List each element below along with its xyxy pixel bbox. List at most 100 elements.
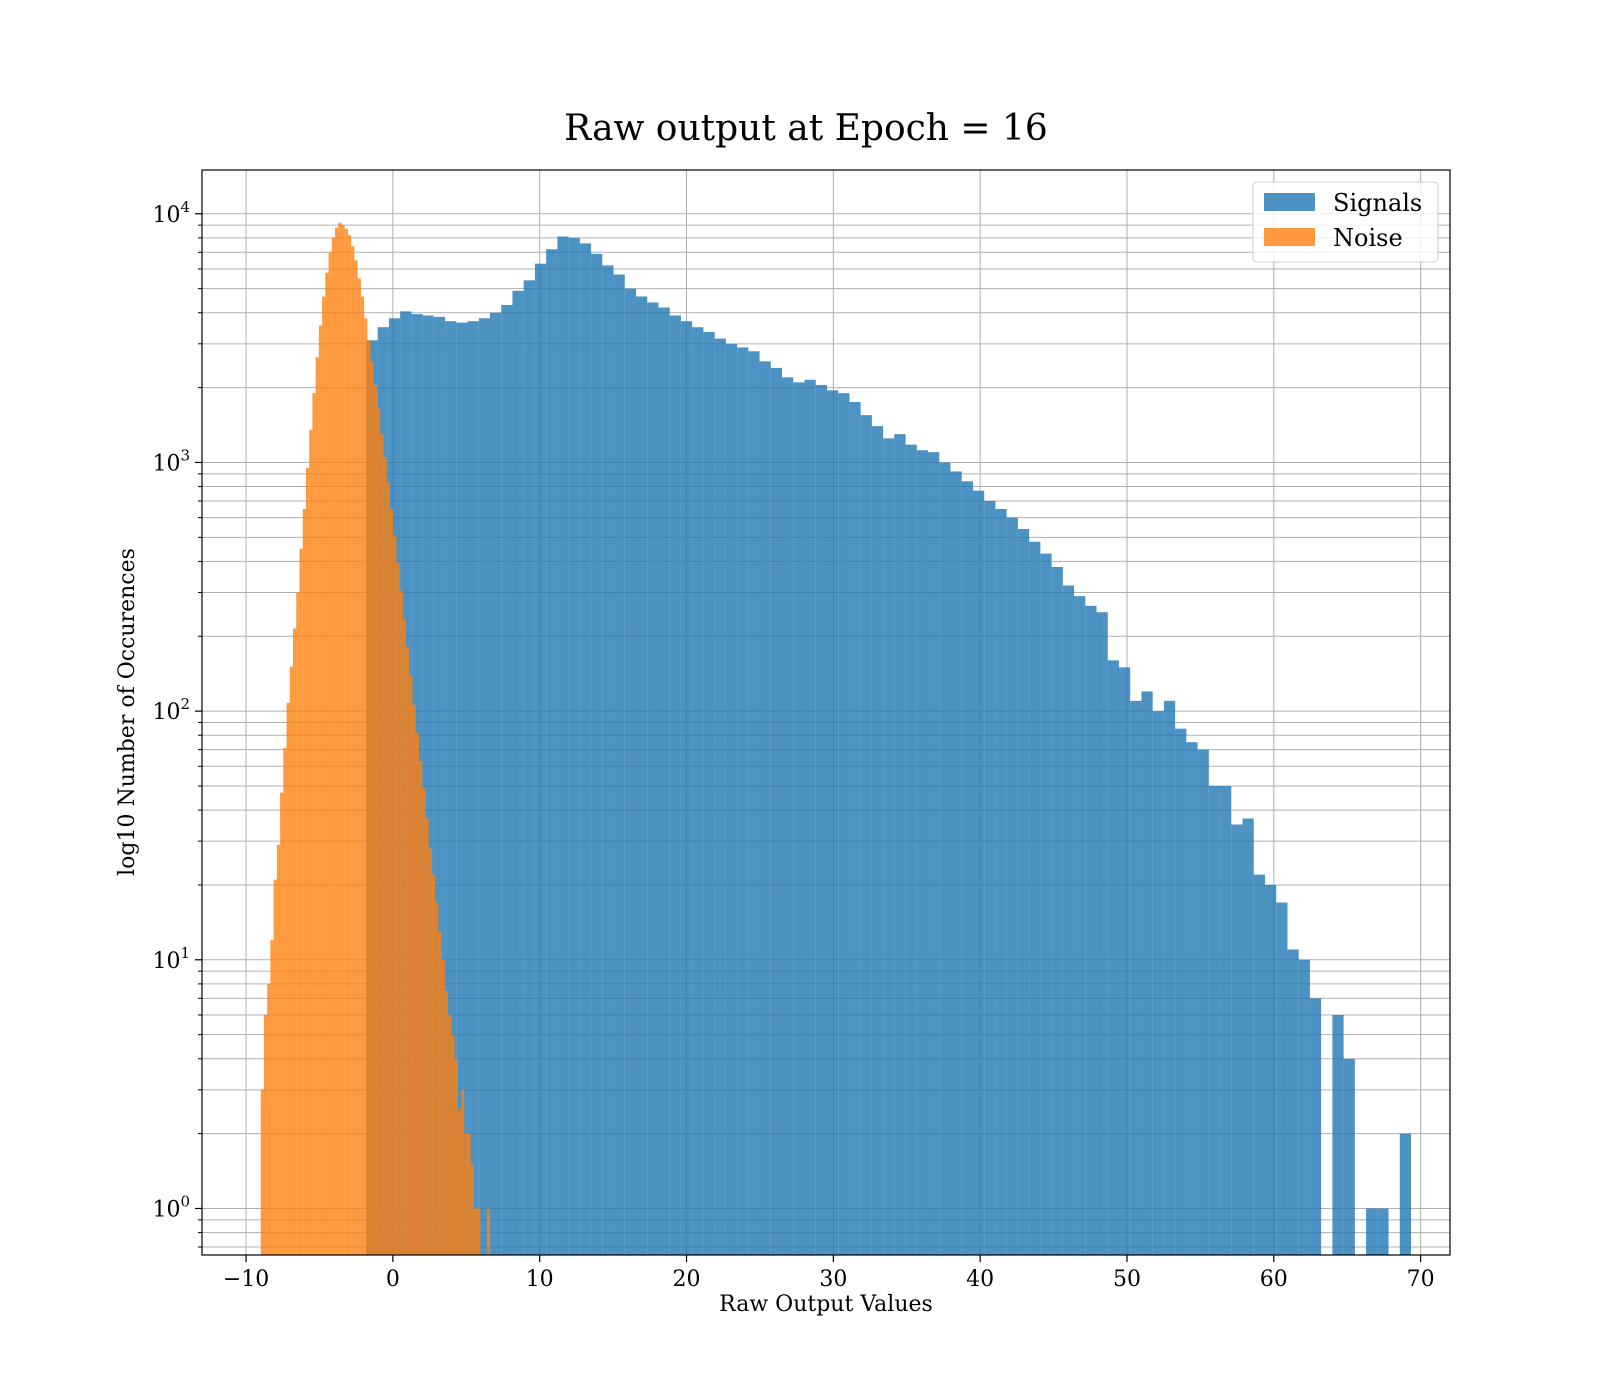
x-tick-label: 70 [1407,1267,1435,1292]
noise-bar [470,1164,474,1255]
signals-bar [894,434,906,1255]
noise-bar [386,482,390,1255]
noise-bar [444,990,449,1255]
signals-bar [1377,1208,1389,1255]
signals-bar [939,462,951,1255]
signals-bar [1287,949,1299,1255]
signals-bar [591,253,603,1255]
signals-bar [759,361,771,1255]
noise-bar [415,732,420,1255]
signals-bar [523,280,535,1256]
plot-frame [201,169,1451,1256]
signals-bar [826,390,839,1256]
noise-bar [299,548,303,1255]
signals-bar [703,331,715,1256]
signals-bar [905,444,917,1255]
noise-bar [260,1089,264,1255]
signals-bar [1118,667,1131,1255]
legend-swatch-noise [1264,228,1315,246]
signals-bar [692,327,704,1255]
noise-bar [325,272,329,1255]
noise-bar [267,983,271,1255]
noise-bar [283,748,287,1255]
signals-bar [433,316,446,1255]
legend: Signals Noise [1252,181,1439,263]
noise-bar [402,618,407,1255]
noise-bar [331,237,336,1255]
signals-bar [1265,884,1277,1255]
signals-bar [871,426,884,1255]
signals-bar [916,450,929,1255]
signals-bar [838,393,850,1255]
signals-bar [478,318,490,1255]
noise-bar [263,1014,268,1255]
signals-bar [546,249,558,1256]
signals-bar [602,265,614,1256]
signals-bar [579,243,592,1256]
legend-label-signals: Signals [1333,189,1422,217]
noise-bar [305,468,310,1255]
y-tick-label: 103 [152,446,190,476]
signals-bar [770,367,783,1255]
noise-bar [377,408,381,1255]
signals-bar [1253,874,1266,1255]
noise-bar [428,848,432,1255]
signals-bar [467,321,479,1256]
signals-bar [1220,785,1232,1255]
noise-bar [373,384,378,1255]
signals-bar [1107,660,1119,1255]
x-tick-label: 60 [1260,1267,1288,1292]
noise-bar [380,434,384,1255]
signals-bar [1309,998,1322,1255]
signals-bar [1343,1058,1355,1255]
y-tick-label: 104 [152,198,190,228]
x-tick-label: 50 [1113,1267,1141,1292]
noise-bar [344,228,348,1255]
signals-bar [1152,711,1164,1255]
noise-bar [318,325,323,1256]
noise-bar [289,666,294,1255]
histogram-bars [260,222,1412,1256]
signals-bar [1332,1014,1344,1255]
signals-bar [489,312,502,1255]
signals-bar [804,379,816,1255]
noise-bar [338,222,342,1255]
signals-bar [1074,596,1086,1255]
x-tick-label: 30 [819,1267,847,1292]
signals-bar [1276,902,1288,1255]
noise-bar [399,590,403,1255]
signals-bar [1040,553,1052,1255]
signals-bar [557,236,569,1256]
signals-bar [1085,605,1097,1255]
noise-bar [293,628,297,1255]
noise-bar [367,340,371,1255]
signals-bar [984,500,996,1255]
noise-bar [454,1058,458,1255]
signals-bar [1242,818,1254,1255]
noise-bar [302,508,306,1255]
signals-bar [669,315,681,1255]
noise-bar [464,1133,468,1255]
signals-bar [624,288,637,1255]
noise-bar [341,225,345,1255]
signals-bar [1231,824,1243,1255]
x-tick-label: 20 [673,1267,701,1292]
noise-bar [364,318,368,1255]
signals-bar [456,322,468,1255]
x-tick-label: 40 [966,1267,994,1292]
signals-bar [1163,700,1176,1255]
signals-bar [568,237,580,1255]
noise-bar [357,278,361,1255]
noise-bar [276,844,281,1255]
x-axis-ticks: −10 0 10 20 30 40 50 60 70 [223,1255,1435,1292]
signals-bar [815,384,827,1255]
x-tick-label: −10 [223,1267,269,1292]
noise-bar [435,902,439,1255]
signals-bar [1062,585,1075,1255]
signals-bar [1197,749,1209,1255]
signals-bar [647,302,659,1255]
noise-bar [473,1208,478,1255]
noise-bar [396,562,400,1255]
